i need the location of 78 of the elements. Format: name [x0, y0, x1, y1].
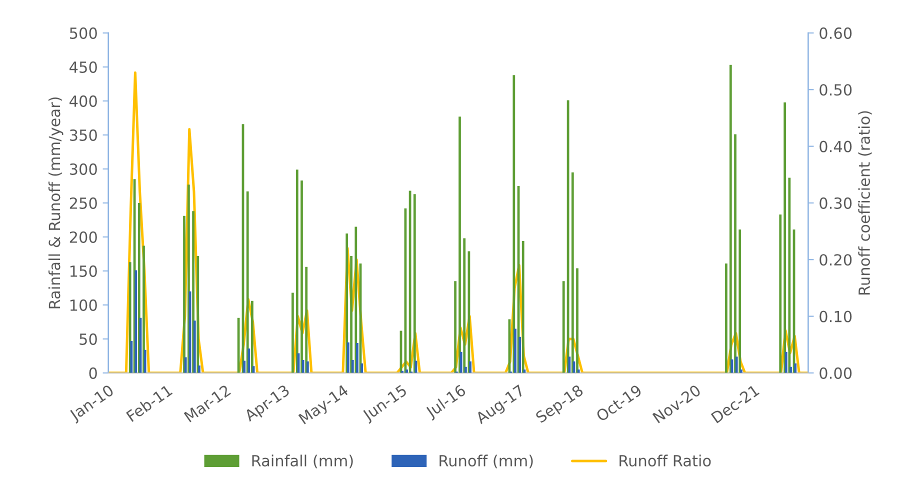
bar — [144, 350, 146, 373]
bar — [347, 342, 350, 373]
bar — [356, 343, 358, 373]
bar — [790, 366, 792, 373]
bar — [300, 180, 303, 373]
bar — [296, 170, 298, 373]
y2-tick-label: 0.10 — [820, 310, 852, 322]
y-tick-label: 400 — [70, 95, 97, 107]
y-tick-label: 50 — [80, 333, 97, 345]
bar — [735, 356, 738, 373]
y2-tick-label: 0.20 — [820, 254, 852, 266]
bar — [292, 292, 294, 373]
y-tick-label: 250 — [70, 197, 97, 209]
y-tick-label: 100 — [70, 299, 97, 311]
y-tick-label: 500 — [70, 27, 97, 39]
bar — [464, 366, 467, 373]
bar — [302, 360, 304, 373]
bar — [454, 281, 456, 373]
bar — [576, 268, 578, 373]
bar — [306, 361, 309, 373]
bar — [514, 328, 516, 373]
y2-tick-label: 0.00 — [820, 367, 852, 379]
bar — [784, 102, 786, 373]
y2-tick-label: 0.30 — [820, 197, 852, 209]
legend-label: Rainfall (mm) — [252, 454, 353, 468]
y-tick-label: 150 — [70, 265, 97, 277]
y2-tick-label: 0.50 — [820, 84, 852, 96]
bar — [360, 363, 364, 373]
bar — [251, 300, 254, 373]
bar — [248, 348, 250, 373]
bar — [196, 256, 200, 373]
bar — [779, 214, 782, 373]
bar — [193, 320, 196, 373]
y-tick-label: 200 — [70, 231, 97, 243]
bar — [458, 116, 461, 373]
bar — [130, 340, 133, 373]
y-axis-title: Rainfall & Runoff (mm/year) — [48, 97, 64, 308]
bar — [463, 238, 466, 373]
bar — [740, 370, 742, 373]
bar — [568, 356, 571, 373]
y2-tick-label: 0.60 — [820, 27, 852, 39]
y-tick-label: 350 — [70, 129, 97, 141]
bar — [198, 365, 200, 373]
legend-label: Runoff (mm) — [440, 454, 533, 468]
bar — [794, 363, 797, 373]
bar — [562, 281, 565, 373]
bar — [305, 266, 308, 373]
bar — [725, 263, 728, 373]
y2-tick-label: 0.40 — [820, 140, 852, 152]
bar — [413, 194, 416, 373]
bar — [522, 241, 524, 373]
bar — [351, 360, 354, 373]
y-tick-label: 450 — [70, 61, 97, 73]
bar — [246, 191, 249, 373]
bar — [346, 234, 348, 373]
bar — [729, 64, 732, 373]
legend-label: Runoff Ratio — [620, 454, 711, 467]
y2-axis-title: Runoff coefficient (ratio) — [858, 111, 872, 295]
y-tick-label: 0 — [89, 367, 97, 379]
y-tick-label: 300 — [70, 163, 97, 175]
bar — [512, 75, 516, 373]
bar — [469, 361, 472, 373]
bar — [518, 336, 522, 373]
bar — [788, 178, 791, 373]
bar — [134, 270, 138, 373]
bar — [784, 352, 788, 373]
bar — [460, 352, 462, 373]
bar — [734, 134, 736, 373]
bar — [571, 172, 574, 373]
bar — [738, 229, 742, 373]
bar — [183, 216, 186, 373]
bar — [243, 360, 246, 373]
bar — [354, 226, 358, 373]
bar — [184, 357, 187, 373]
bar — [577, 370, 580, 373]
bar — [406, 370, 408, 373]
bar — [142, 246, 145, 373]
bar — [350, 256, 352, 373]
